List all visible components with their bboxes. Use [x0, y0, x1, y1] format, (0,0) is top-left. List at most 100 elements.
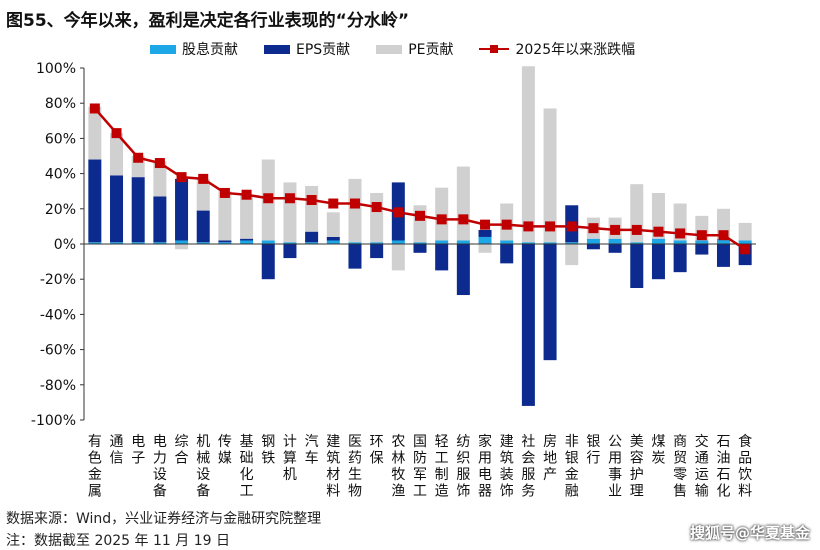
x-category-label: 煤炭: [651, 434, 665, 467]
x-category-label: 交通运输: [695, 433, 709, 500]
bar-eps: [261, 244, 275, 280]
x-category-label: 医药生物: [348, 434, 362, 500]
x-category-label: 公用事业: [608, 434, 622, 500]
bar-dividend: [478, 236, 492, 244]
bar-pe: [305, 185, 319, 232]
bar-eps: [218, 240, 232, 243]
bar-dividend: [435, 240, 449, 244]
line-point: [501, 219, 512, 230]
line-point: [588, 223, 599, 234]
bar-pe: [326, 212, 340, 237]
line-point: [349, 198, 360, 209]
legend-label-pe: PE贡献: [408, 42, 454, 58]
bar-eps: [240, 238, 254, 241]
bar-dividend: [153, 242, 167, 244]
y-tick-label: -100%: [31, 413, 76, 429]
line-point: [393, 207, 404, 218]
bar-dividend: [348, 242, 362, 244]
y-tick-label: 20%: [45, 202, 76, 218]
x-category-label: 综合: [175, 434, 189, 467]
y-tick-label: 100%: [36, 61, 76, 77]
bar-pe: [521, 66, 535, 243]
line-point: [436, 214, 447, 225]
bar-dividend: [131, 242, 145, 244]
line-point: [675, 228, 686, 239]
bar-pe: [565, 244, 579, 266]
line-point: [133, 152, 144, 163]
bar-eps: [478, 229, 492, 237]
bar-pe: [738, 222, 752, 241]
bar-eps: [348, 244, 362, 269]
y-tick-label: 80%: [45, 96, 76, 112]
bar-dividend: [218, 242, 232, 244]
bar-eps: [196, 210, 210, 243]
x-category-label: 食品饮料: [738, 433, 752, 500]
bar-pe: [413, 205, 427, 243]
bar-eps: [370, 244, 384, 259]
x-category-label: 家用电器: [478, 433, 492, 500]
bar-pe: [435, 187, 449, 241]
x-category-label: 汽车: [305, 434, 319, 467]
bar-dividend: [630, 242, 644, 244]
bar-dividend: [738, 240, 752, 244]
bar-dividend: [110, 242, 124, 244]
bar-eps: [435, 244, 449, 271]
bar-pe: [456, 166, 470, 241]
bar-pe: [110, 133, 124, 176]
y-tick-label: -60%: [40, 343, 76, 359]
bar-pe: [88, 106, 102, 160]
bar-eps: [413, 244, 427, 253]
line-point: [415, 210, 425, 221]
x-category-label: 建筑装饰: [500, 434, 514, 500]
bar-dividend: [695, 240, 709, 244]
x-category-label: 机械设备: [196, 434, 210, 500]
line-point: [631, 224, 642, 235]
line-point: [740, 244, 751, 255]
x-category-label: 房地产: [543, 434, 557, 483]
bar-dividend: [500, 240, 514, 244]
legend-swatch-dividend: [150, 44, 176, 54]
bar-dividend: [608, 238, 622, 244]
legend-swatch-eps: [264, 44, 290, 54]
bar-eps: [88, 159, 102, 243]
bar-eps: [608, 244, 622, 253]
line-point: [241, 189, 252, 200]
bar-dividend: [240, 240, 254, 244]
bar-dividend: [391, 240, 405, 244]
x-category-label: 非银金融: [565, 434, 579, 500]
bar-eps: [305, 231, 319, 243]
line-point: [523, 221, 534, 232]
y-tick-label: -20%: [40, 272, 76, 288]
bar-dividend: [305, 242, 319, 244]
line-point: [480, 219, 491, 230]
line-point: [653, 226, 664, 237]
bar-pe: [391, 244, 405, 271]
bar-eps: [543, 244, 557, 361]
bar-eps: [716, 244, 730, 267]
line-point: [284, 193, 295, 204]
bar-eps: [110, 175, 124, 243]
bar-pe: [196, 178, 210, 211]
bar-pe: [240, 194, 254, 239]
bar-dividend: [261, 240, 275, 244]
bar-dividend: [673, 240, 687, 244]
x-category-label: 国防军工: [413, 434, 427, 500]
bar-pe: [543, 108, 557, 243]
line-point: [198, 173, 209, 184]
x-category-label: 石油石化: [716, 434, 730, 500]
bar-eps: [521, 244, 535, 406]
bar-dividend: [326, 240, 340, 244]
x-category-label: 电子: [131, 434, 145, 467]
bar-eps: [175, 178, 189, 241]
source-note: 数据来源：Wind，兴业证券经济与金融研究院整理: [6, 511, 322, 527]
x-category-label: 农林牧渔: [391, 434, 405, 500]
legend: 股息贡献 EPS贡献 PE贡献 2025年以来涨跌幅: [150, 39, 635, 59]
x-category-label: 轻工制造: [435, 434, 449, 500]
x-category-label: 商贸零售: [673, 434, 687, 500]
line-point: [111, 128, 122, 139]
bar-dividend: [456, 240, 470, 244]
bar-pe: [175, 244, 189, 250]
line-point: [263, 193, 274, 204]
line-point: [458, 214, 469, 225]
y-tick-label: 0%: [54, 237, 76, 253]
